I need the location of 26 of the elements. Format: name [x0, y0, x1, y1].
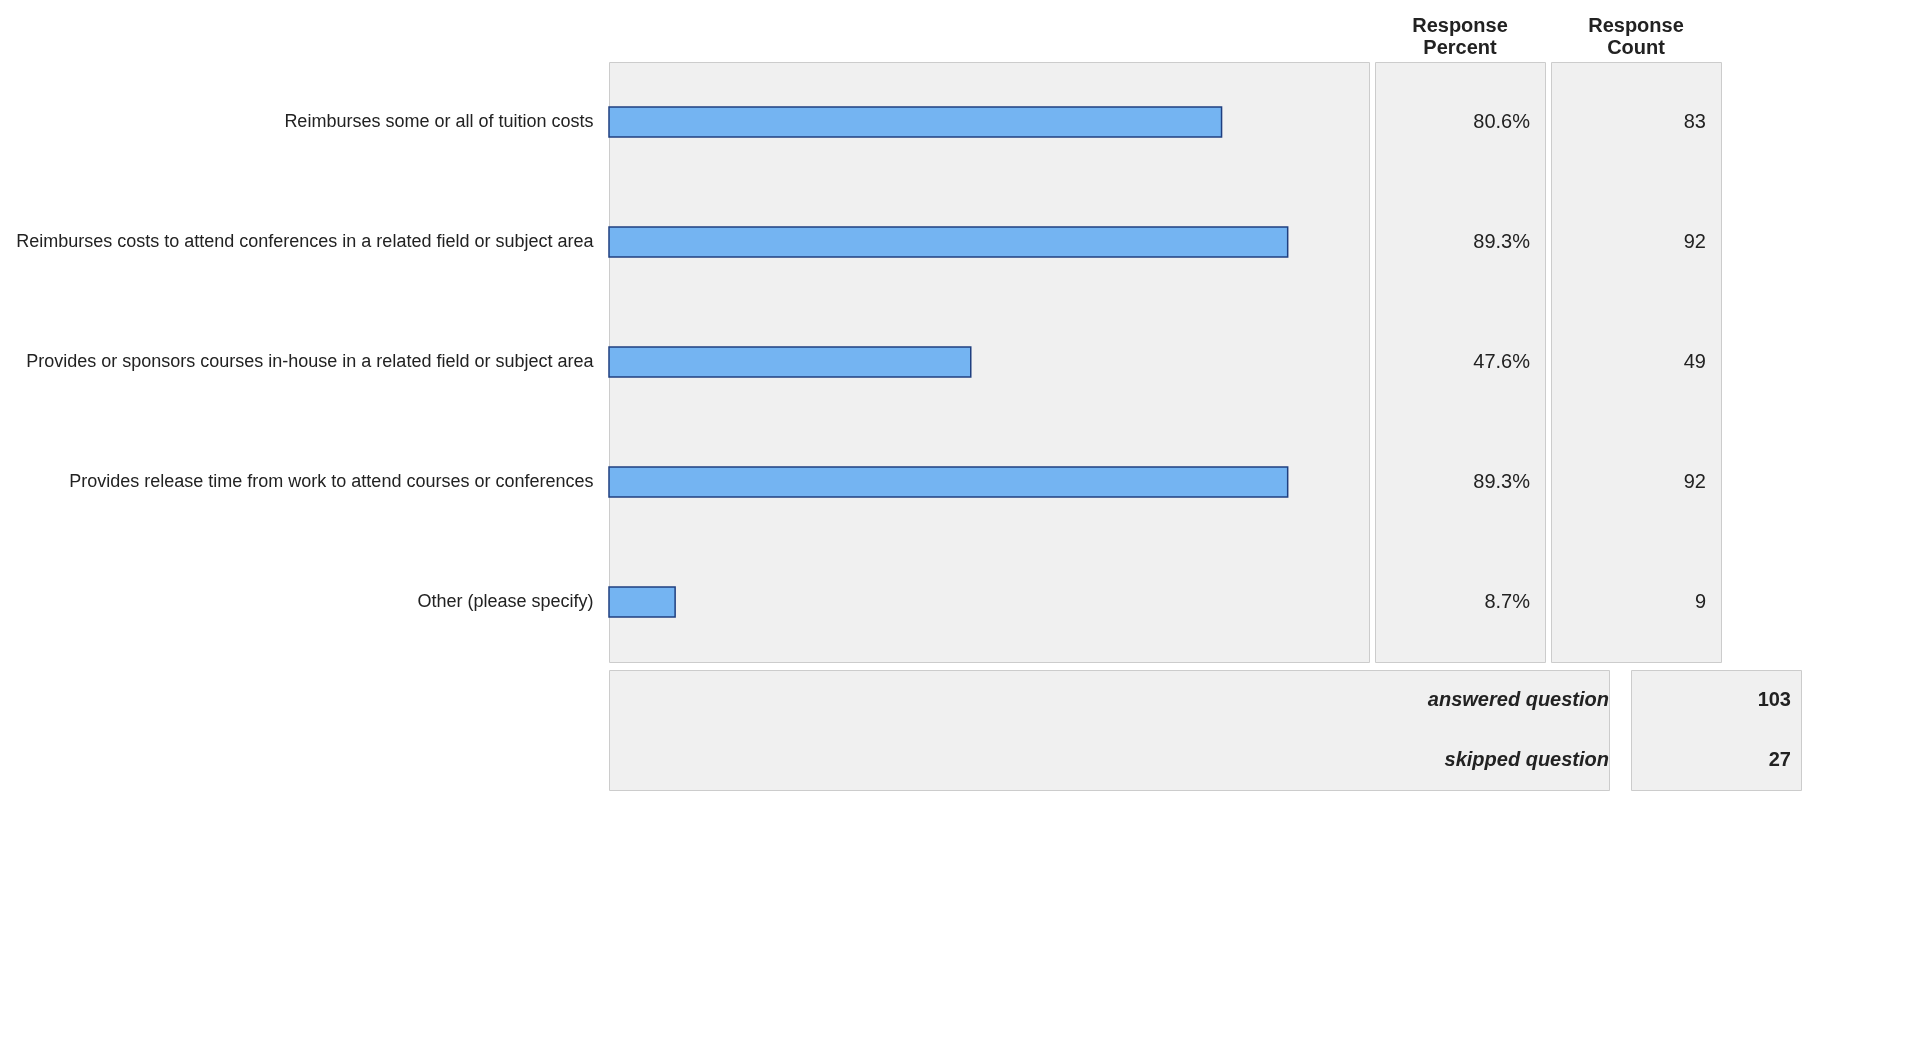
y-tick-label: Reimburses costs to attend conferences in a related field or subject area [16, 231, 595, 251]
data-label: 8.7% [1484, 590, 1531, 612]
data-label: 89.3% [1473, 230, 1531, 252]
bar [608, 346, 972, 378]
bar [608, 226, 1289, 258]
text: 27 [1768, 748, 1791, 770]
text: 92 [1683, 470, 1706, 492]
bar [608, 586, 676, 618]
text: 49 [1683, 350, 1706, 372]
text: skipped question [1444, 748, 1609, 770]
text: 9 [1694, 590, 1706, 612]
text: Response Percent [1412, 14, 1508, 58]
text: 103 [1757, 688, 1791, 710]
y-tick-label: Provides release time from work to attend courses or conferences [69, 471, 594, 491]
y-tick-label: Provides or sponsors courses in-house in a related field or subject area [26, 351, 595, 371]
y-tick-label: Reimburses some or all of tuition costs [284, 111, 594, 131]
text: 83 [1683, 110, 1706, 132]
bar [608, 466, 1289, 498]
bar [608, 106, 1223, 138]
data-label: 47.6% [1473, 350, 1531, 372]
text: Response Count [1588, 14, 1684, 58]
text: 92 [1683, 230, 1706, 252]
data-label: 80.6% [1473, 110, 1531, 132]
text: answered question [1427, 688, 1609, 710]
data-label: 89.3% [1473, 470, 1531, 492]
y-tick-label: Other (please specify) [417, 591, 594, 611]
